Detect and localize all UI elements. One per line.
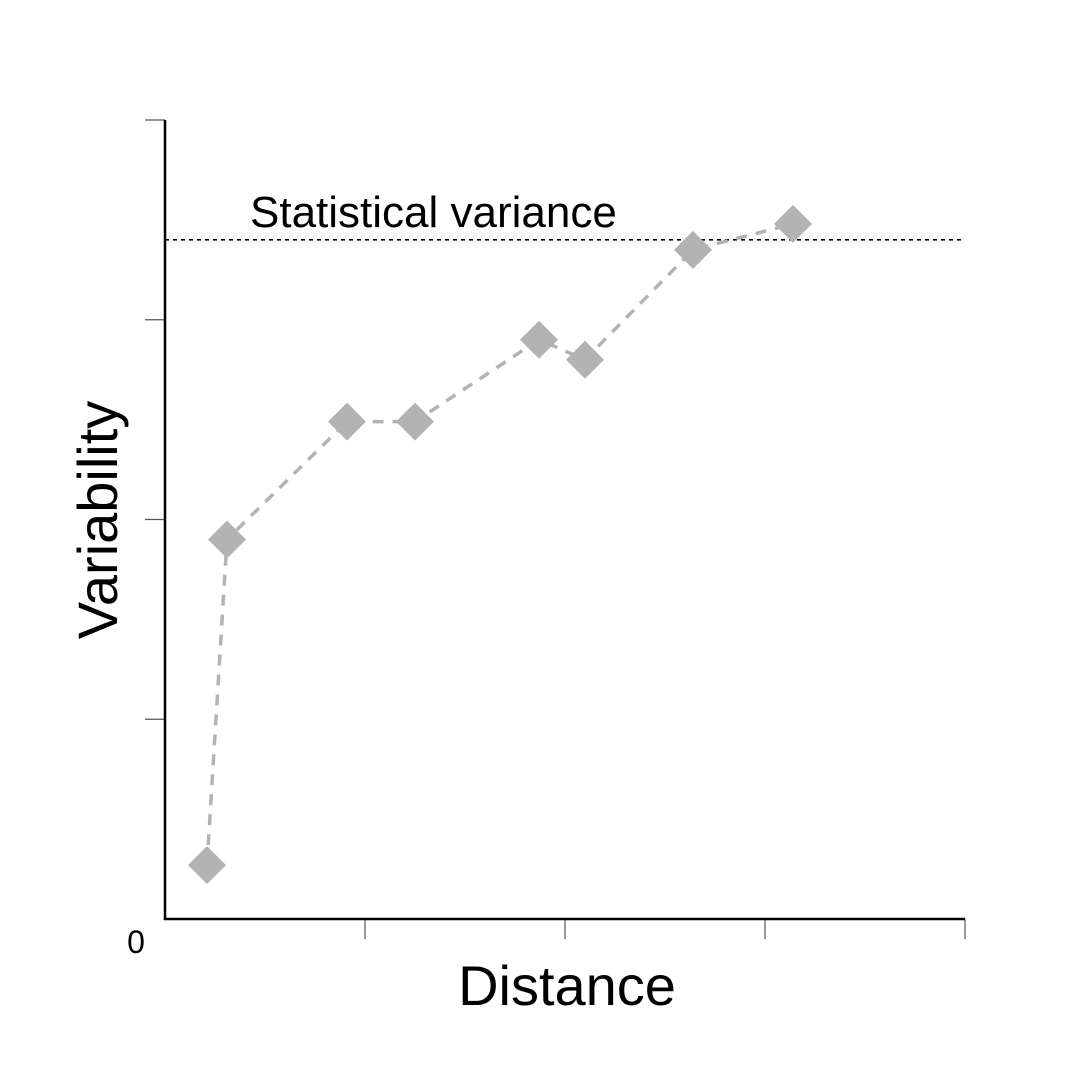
- axis-ticks: [145, 119, 966, 939]
- reference-line-label: Statistical variance: [250, 188, 617, 237]
- y-axis-label: Variability: [66, 401, 129, 640]
- origin-label: 0: [127, 924, 145, 960]
- data-point-4: [396, 402, 434, 441]
- data-point-3: [328, 402, 366, 441]
- data-point-2: [208, 520, 246, 559]
- series-line: [205, 222, 794, 866]
- x-axis-label: Distance: [458, 954, 676, 1017]
- data-point-6: [566, 340, 604, 379]
- data-point-1: [188, 846, 226, 885]
- data-points: [188, 204, 812, 885]
- data-point-7: [674, 230, 712, 269]
- data-point-5: [520, 320, 558, 359]
- data-point-8: [774, 204, 812, 243]
